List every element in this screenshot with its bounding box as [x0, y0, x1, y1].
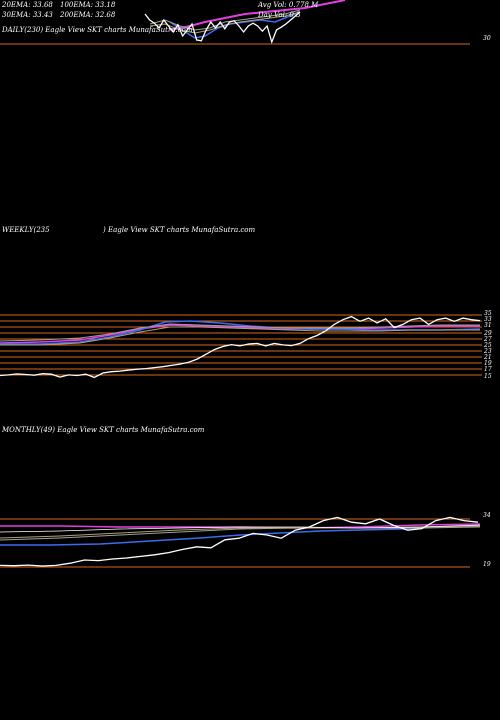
weekly-ytick: 33 — [484, 316, 492, 323]
daily-panel: DAILY(230) Eagle View SKT charts MunafaS… — [0, 0, 491, 45]
daily-price-line — [144, 11, 301, 45]
header-ema200: 200EMA: 32.68 — [59, 11, 116, 19]
weekly-level-lines — [0, 314, 482, 376]
monthly-panel: MONTHLY(49) Eagle View SKT charts Munafa… — [0, 426, 491, 568]
daily-ytick-30: 30 — [483, 35, 491, 42]
daily-ema-olive — [149, 11, 301, 34]
weekly-ytick: 15 — [484, 373, 492, 380]
weekly-price-line — [0, 315, 481, 379]
weekly-ytick: 29 — [483, 330, 492, 337]
weekly-ytick: 19 — [484, 360, 492, 367]
weekly-title: WEEKLY(235 — [2, 226, 50, 234]
header-day-vol: Day Vol: 0.3 — [257, 11, 301, 19]
daily-ema-grey — [149, 9, 301, 31]
daily-title: DAILY(230) Eagle View SKT charts MunafaS… — [1, 26, 193, 34]
weekly-panel: WEEKLY(235 ) Eagle View SKT charts Munaf… — [0, 226, 492, 380]
weekly-ytick: 23 — [483, 348, 492, 355]
weekly-ytick: 21 — [483, 354, 492, 361]
header-avg-vol: Avg Vol: 0.778 M — [257, 1, 319, 9]
monthly-ytick-34: 34 — [483, 512, 491, 519]
monthly-title: MONTHLY(49) Eagle View SKT charts Munafa… — [1, 426, 205, 434]
weekly-ytick: 17 — [484, 366, 492, 373]
weekly-subtitle: ) Eagle View SKT charts MunafaSutra.com — [102, 226, 255, 234]
header-ema30: 30EMA: 33.43 — [2, 11, 53, 19]
monthly-price-line — [0, 516, 479, 567]
weekly-ytick: 31 — [484, 322, 492, 329]
weekly-ema-grey — [0, 323, 480, 342]
daily-ema-lines — [149, 0, 346, 39]
header-indicators: 20EMA: 33.68 100EMA: 33.18 Avg Vol: 0.77… — [1, 1, 319, 19]
weekly-ytick: 27 — [483, 336, 492, 343]
weekly-ytick: 25 — [483, 342, 492, 349]
weekly-yticks: 35 33 31 29 27 25 23 21 19 17 15 — [483, 310, 492, 380]
monthly-ytick-19: 19 — [483, 561, 491, 568]
header-ema20: 20EMA: 33.68 — [1, 1, 53, 9]
weekly-ema-olive — [0, 326, 480, 346]
header-ema100: 100EMA: 33.18 — [60, 1, 116, 9]
daily-ema-magenta — [169, 0, 346, 31]
weekly-ytick: 35 — [484, 310, 492, 317]
weekly-ema-blue — [0, 320, 481, 345]
